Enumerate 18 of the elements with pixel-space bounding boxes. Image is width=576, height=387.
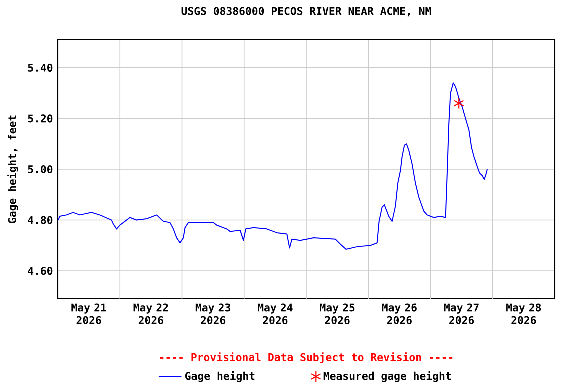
x-tick-label: May 22 2026 xyxy=(134,304,168,324)
x-tick-label: May 28 2026 xyxy=(506,304,542,324)
y-tick-label: 4.80 xyxy=(28,216,53,224)
x-tick-label: May 27 2026 xyxy=(444,304,479,324)
y-axis-title: Gage height, feet xyxy=(8,116,18,224)
text: ---- Provisional Data Subject to Revision ---- xyxy=(160,352,453,364)
y-tick-label: 5.20 xyxy=(28,114,53,123)
y-tick-label: 4.60 xyxy=(28,266,53,275)
y-tick-label: 5.40 xyxy=(28,64,53,72)
x-tick-label: May 24 2026 xyxy=(258,304,293,324)
y-tick-label: 5.00 xyxy=(28,165,53,174)
x-tick-label: May 25 2026 xyxy=(320,304,355,324)
legend-label: Gage height xyxy=(185,371,255,382)
x-tick-label: May 23 2026 xyxy=(196,304,230,324)
legend-label: Measured gage height xyxy=(324,371,452,382)
x-tick-label: May 26 2026 xyxy=(382,304,417,324)
x-tick-label: May 21 2026 xyxy=(72,304,106,324)
chart-title: USGS 08386000 PECOS RIVER NEAR ACME, NM xyxy=(182,7,432,16)
